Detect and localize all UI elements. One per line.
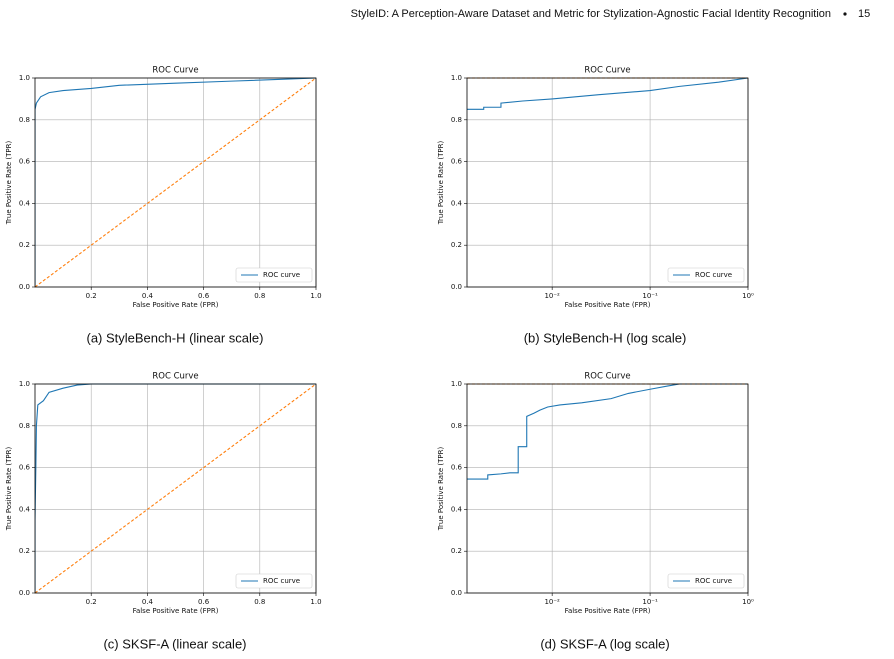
y-tick-label: 0.4 (451, 505, 463, 513)
x-tick-label: 10⁰ (742, 598, 754, 606)
x-tick-label: 10⁻² (544, 292, 560, 300)
plot-frame (466, 77, 749, 288)
figure-caption: (b) StyleBench-H (log scale) (524, 330, 687, 345)
y-tick-label: 0.0 (19, 589, 30, 597)
x-tick-label: 0.2 (86, 598, 97, 606)
y-tick-label: 0.0 (451, 283, 462, 291)
x-tick-label: 1.0 (310, 598, 321, 606)
x-tick-label: 0.4 (142, 292, 154, 300)
chart-title: ROC Curve (584, 66, 630, 76)
y-axis-label: True Positive Rate (TPR) (5, 447, 13, 532)
y-tick-label: 1.0 (451, 380, 462, 388)
y-axis-label: True Positive Rate (TPR) (437, 141, 445, 226)
y-tick-label: 0.6 (451, 158, 463, 166)
roc-curve (35, 383, 316, 593)
legend-box (667, 573, 745, 589)
page-number: 15 (858, 8, 870, 20)
y-tick-label: 0.2 (451, 241, 462, 249)
chart-title: ROC Curve (152, 372, 198, 382)
x-tick-label: 0.8 (254, 598, 265, 606)
y-tick-label: 0.4 (19, 199, 31, 207)
x-axis-label: False Positive Rate (FPR) (565, 301, 651, 309)
x-tick-label: 10⁻² (544, 598, 560, 606)
y-tick-label: 0.8 (451, 116, 462, 124)
y-tick-label: 0.2 (19, 547, 30, 555)
x-tick-label: 0.4 (142, 598, 154, 606)
plot-frame (466, 383, 749, 594)
y-tick-label: 0.4 (451, 199, 463, 207)
y-tick-label: 0.0 (19, 283, 30, 291)
header-separator (843, 12, 847, 16)
y-tick-label: 0.0 (451, 589, 462, 597)
legend-label: ROC curve (263, 577, 300, 585)
y-tick-label: 1.0 (19, 74, 30, 82)
y-tick-label: 0.8 (451, 422, 462, 430)
figure-caption: (d) SKSF-A (log scale) (540, 636, 669, 651)
x-tick-label: 10⁻¹ (642, 598, 658, 606)
y-tick-label: 1.0 (19, 380, 30, 388)
legend-box (667, 267, 745, 283)
x-tick-label: 10⁰ (742, 292, 754, 300)
y-tick-label: 0.2 (451, 547, 462, 555)
y-tick-label: 0.6 (451, 464, 463, 472)
y-tick-label: 0.2 (19, 241, 30, 249)
y-tick-label: 0.8 (19, 116, 30, 124)
plot-frame (34, 77, 317, 288)
y-tick-label: 1.0 (451, 74, 462, 82)
y-tick-label: 0.8 (19, 422, 30, 430)
legend-box (235, 573, 313, 589)
x-tick-label: 1.0 (310, 292, 321, 300)
header-title: StyleID: A Perception-Aware Dataset and … (351, 8, 831, 20)
chart-title: ROC Curve (152, 66, 198, 76)
x-axis-label: False Positive Rate (FPR) (133, 607, 219, 615)
chart-title: ROC Curve (584, 372, 630, 382)
x-tick-label: 0.6 (198, 292, 210, 300)
reference-line (35, 77, 316, 288)
reference-line (35, 383, 316, 594)
figure-caption: (c) SKSF-A (linear scale) (103, 636, 246, 651)
x-tick-label: 10⁻¹ (642, 292, 658, 300)
roc-curve (467, 383, 748, 480)
figure-caption: (a) StyleBench-H (linear scale) (86, 330, 263, 345)
roc-curve (467, 77, 748, 110)
y-axis-label: True Positive Rate (TPR) (437, 447, 445, 532)
y-tick-label: 0.6 (19, 464, 31, 472)
y-tick-label: 0.4 (19, 505, 31, 513)
x-tick-label: 0.8 (254, 292, 265, 300)
legend-label: ROC curve (263, 271, 300, 279)
x-axis-label: False Positive Rate (FPR) (133, 301, 219, 309)
legend-label: ROC curve (695, 577, 732, 585)
roc-curve (35, 77, 316, 287)
legend-box (235, 267, 313, 283)
legend-label: ROC curve (695, 271, 732, 279)
x-tick-label: 0.6 (198, 598, 210, 606)
x-tick-label: 0.2 (86, 292, 97, 300)
x-axis-label: False Positive Rate (FPR) (565, 607, 651, 615)
plot-frame (34, 383, 317, 594)
y-axis-label: True Positive Rate (TPR) (5, 141, 13, 226)
y-tick-label: 0.6 (19, 158, 31, 166)
